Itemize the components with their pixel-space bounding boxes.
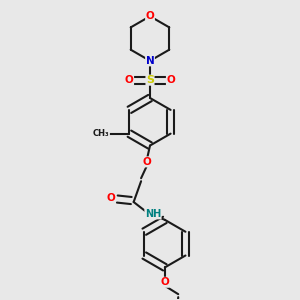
Text: CH₃: CH₃ — [93, 129, 110, 138]
Text: O: O — [143, 157, 152, 167]
Text: O: O — [125, 75, 134, 85]
Text: S: S — [146, 75, 154, 85]
Text: O: O — [167, 75, 175, 85]
Text: N: N — [146, 56, 154, 66]
Text: O: O — [160, 277, 169, 287]
Text: O: O — [106, 193, 115, 202]
Text: NH: NH — [145, 209, 161, 219]
Text: O: O — [146, 11, 154, 21]
